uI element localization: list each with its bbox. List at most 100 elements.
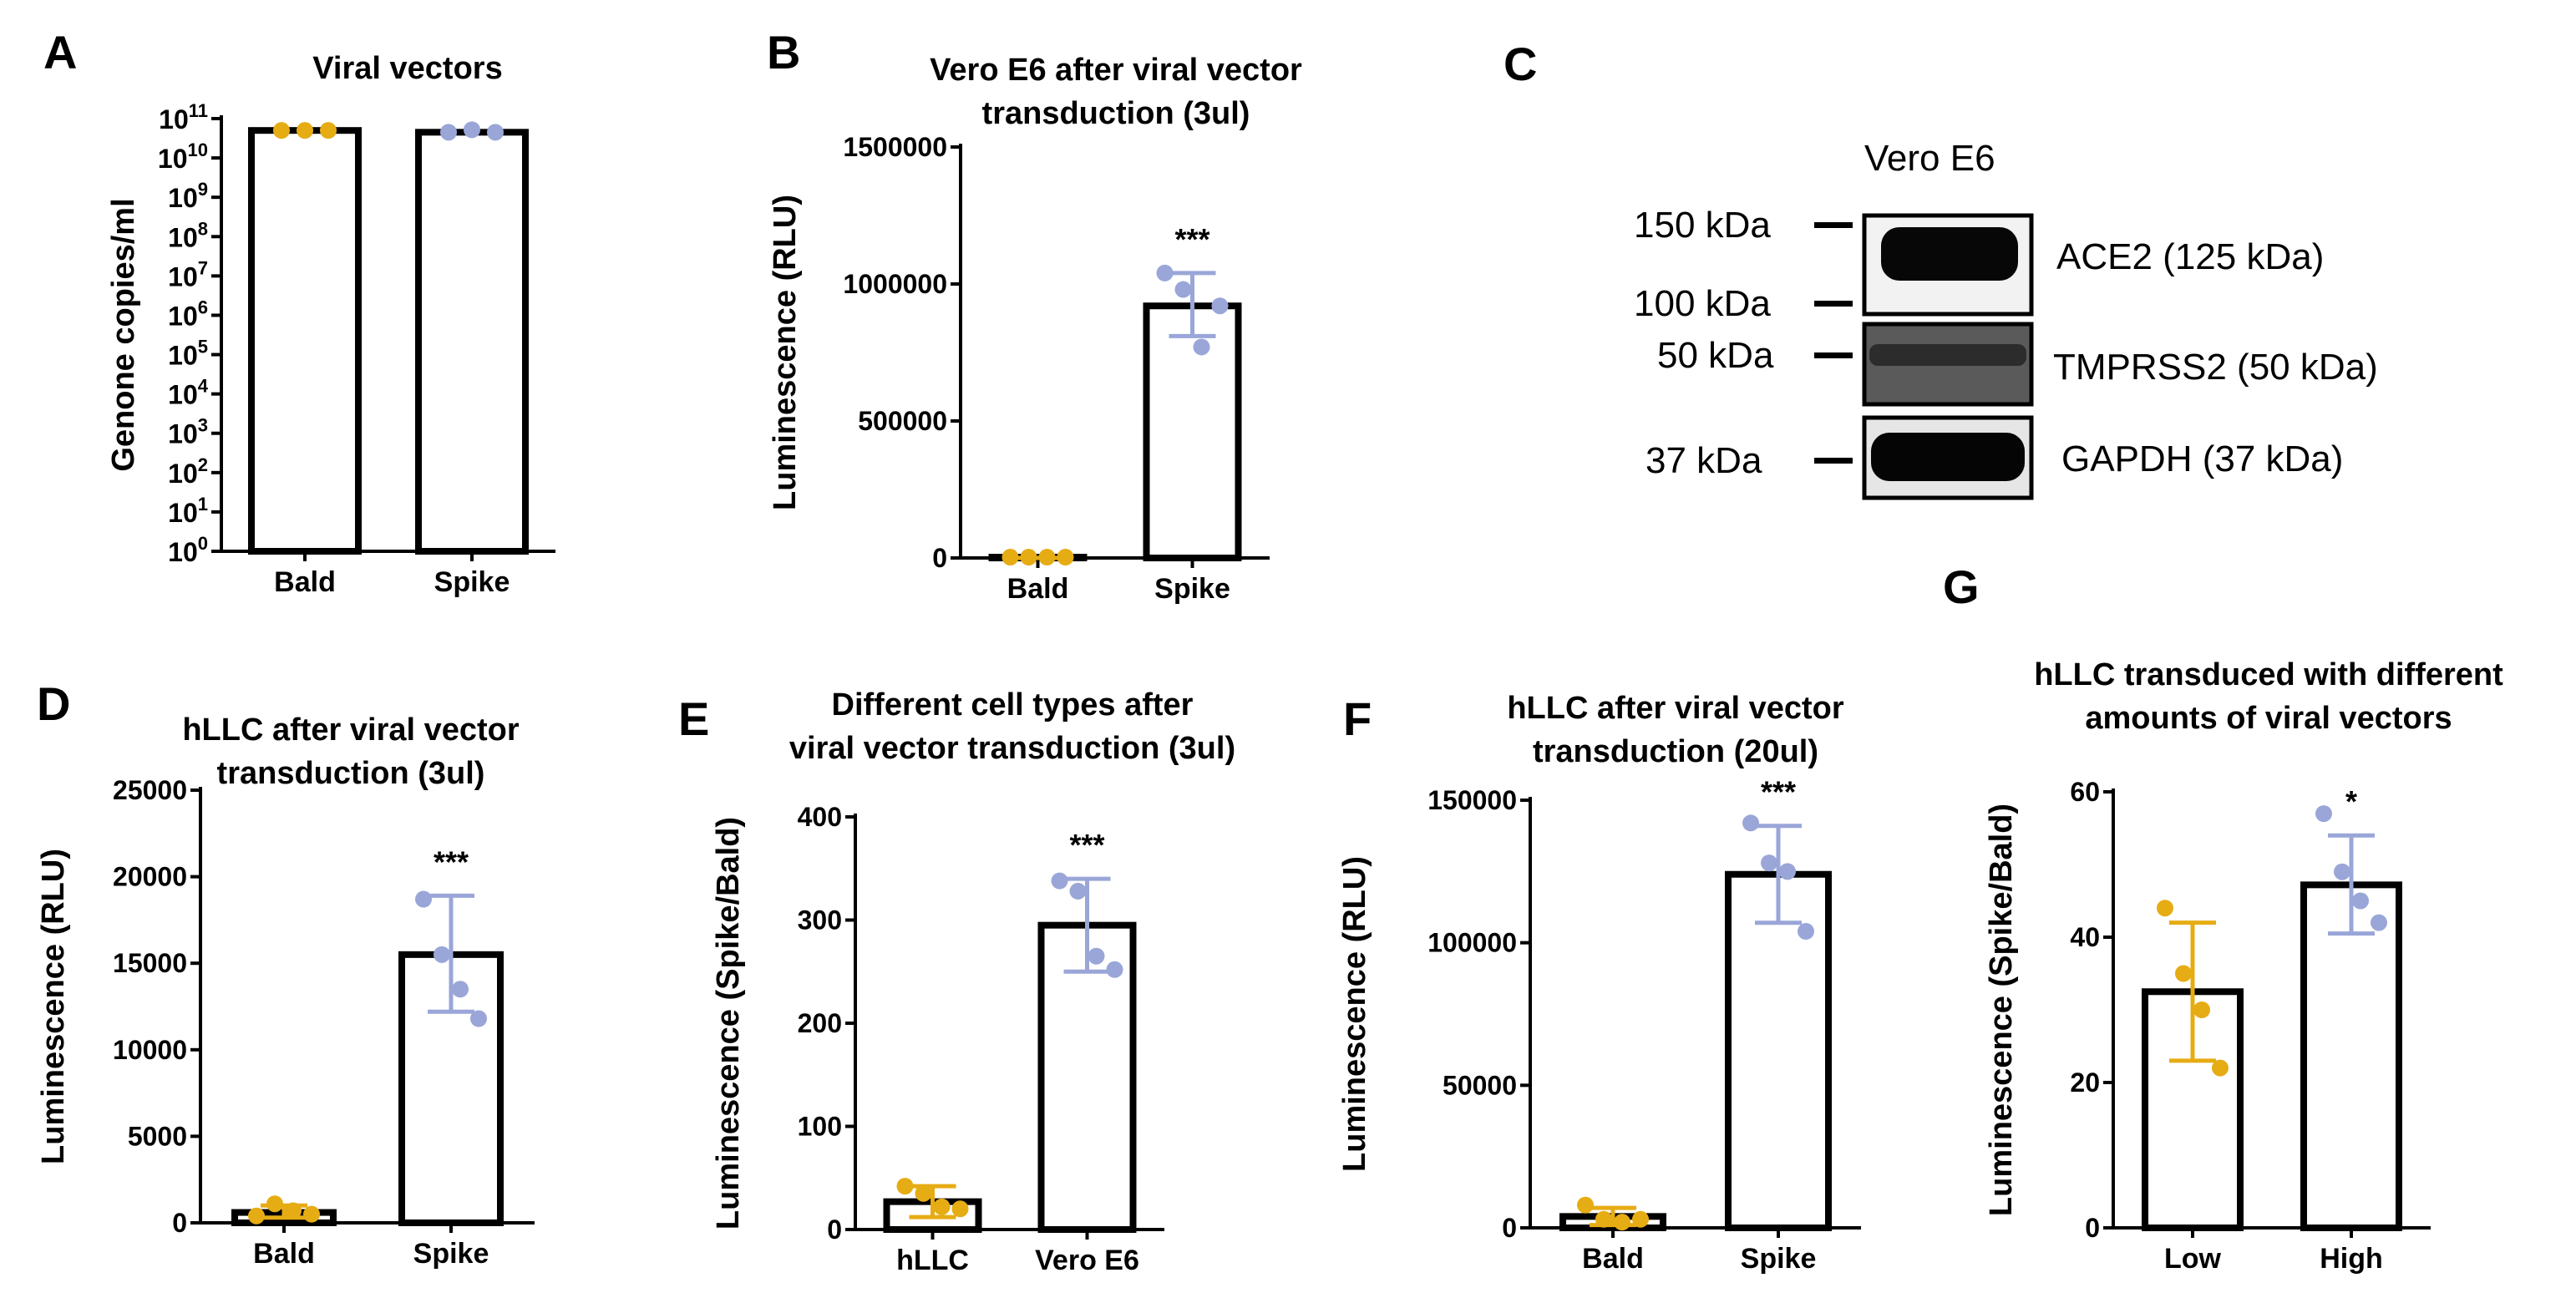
chart-title-line: transduction (3ul) xyxy=(982,96,1250,131)
x-tick-label: Bald xyxy=(1007,573,1069,605)
y-axis-label: Luminescence (RLU) xyxy=(768,195,803,510)
data-point xyxy=(1156,264,1174,281)
data-point xyxy=(434,946,450,963)
chart-title-line: transduction (3ul) xyxy=(217,756,485,791)
y-axis-label: Luminescence (RLU) xyxy=(36,849,71,1164)
x-tick-label: Vero E6 xyxy=(1035,1245,1139,1276)
data-point xyxy=(2315,805,2332,823)
data-point xyxy=(415,890,432,908)
y-tick-label: 1500000 xyxy=(843,132,947,162)
y-tick-label: 109 xyxy=(168,179,208,213)
y-tick-label: 15000 xyxy=(113,948,187,978)
data-point xyxy=(951,1200,969,1218)
significance-marker: *** xyxy=(1174,222,1209,256)
panel-letter-g: G xyxy=(1943,560,1980,613)
x-tick-label: Bald xyxy=(1582,1243,1644,1275)
x-tick-label: Bald xyxy=(253,1238,315,1270)
chart-title-line: hLLC after viral vector xyxy=(182,712,520,748)
data-point xyxy=(440,124,457,141)
marker-100-label: 100 kDa xyxy=(1634,283,1771,324)
panel-letter-b: B xyxy=(767,26,800,79)
marker-150-tick xyxy=(1814,222,1853,228)
significance-marker: *** xyxy=(1761,775,1796,809)
y-tick-label: 300 xyxy=(798,905,842,936)
chart-title-line: hLLC transduced with different xyxy=(2034,657,2503,692)
chart-vero-e6-3ul: Vero E6 after viral vector transduction (… xyxy=(768,53,1302,605)
data-point xyxy=(1069,882,1087,900)
data-point xyxy=(1632,1210,1649,1228)
chart-cell-types: Different cell types after viral vector t… xyxy=(711,687,1235,1276)
panel-letter-f: F xyxy=(1343,692,1372,745)
y-tick-label: 60 xyxy=(2070,777,2100,807)
data-point xyxy=(1211,297,1229,315)
y-tick-label: 0 xyxy=(932,543,947,573)
data-point xyxy=(470,1010,487,1027)
data-point xyxy=(297,122,313,139)
bar-spike xyxy=(1143,302,1242,561)
data-point xyxy=(303,1205,320,1223)
y-tick-label: 102 xyxy=(168,454,208,489)
bar-high xyxy=(2300,881,2402,1231)
y-tick-label: 103 xyxy=(168,415,208,449)
data-point xyxy=(1038,549,1056,566)
y-tick-label: 200 xyxy=(798,1008,842,1038)
y-tick-label: 40 xyxy=(2070,922,2100,952)
data-point xyxy=(1761,854,1777,872)
data-point xyxy=(2352,892,2369,910)
data-point xyxy=(273,122,290,139)
chart-title-line: amounts of viral vectors xyxy=(2085,701,2452,736)
data-point xyxy=(1193,338,1210,356)
chart-title-line: viral vector transduction (3ul) xyxy=(789,731,1235,766)
tmprss2-band xyxy=(1869,344,2026,366)
marker-37-tick xyxy=(1814,458,1853,464)
x-tick-label: hLLC xyxy=(896,1245,969,1276)
chart-hllc-amounts: hLLC transduced with different amounts of… xyxy=(1984,657,2503,1275)
data-point xyxy=(2334,863,2350,880)
y-tick-label: 100 xyxy=(168,533,208,567)
data-point xyxy=(1798,923,1814,941)
significance-marker: *** xyxy=(1069,828,1104,862)
western-blot-panel: Vero E6 150 kDa 100 kDa 50 kDa 37 kDa AC… xyxy=(1634,138,2378,500)
data-point xyxy=(1577,1196,1594,1214)
significance-marker: *** xyxy=(434,844,469,879)
data-point xyxy=(2157,900,2173,917)
data-point xyxy=(896,1178,914,1195)
marker-150-label: 150 kDa xyxy=(1634,205,1771,246)
y-tick-label: 10000 xyxy=(113,1035,187,1065)
chart-title-line: Viral vectors xyxy=(312,51,502,86)
marker-50-tick xyxy=(1814,352,1853,358)
x-tick-label: Spike xyxy=(434,566,510,598)
gapdh-band xyxy=(1871,433,2025,481)
panel-letter-a: A xyxy=(43,26,77,79)
y-tick-label: 106 xyxy=(168,297,208,331)
data-point xyxy=(2175,965,2192,982)
y-axis-label: Luminescence (RLU) xyxy=(1337,856,1372,1172)
y-tick-label: 101 xyxy=(168,494,208,528)
data-point xyxy=(915,1184,932,1202)
y-axis-label: Genone copies/ml xyxy=(106,198,141,471)
data-point xyxy=(1106,961,1123,978)
x-tick-label: Spike xyxy=(1741,1243,1817,1275)
y-axis-label: Luminescence (Spike/Bald) xyxy=(1984,804,2019,1216)
data-point xyxy=(1051,872,1068,890)
data-point xyxy=(2193,1001,2210,1018)
y-tick-label: 20 xyxy=(2070,1067,2100,1098)
data-point xyxy=(1614,1214,1630,1231)
data-point xyxy=(1001,549,1019,566)
y-tick-label: 400 xyxy=(798,802,842,832)
data-point xyxy=(266,1195,283,1213)
data-point xyxy=(1779,863,1796,880)
x-tick-label: Low xyxy=(2164,1243,2222,1275)
data-point xyxy=(1742,814,1759,832)
bar-spike xyxy=(1725,870,1832,1232)
y-tick-label: 5000 xyxy=(128,1121,187,1151)
data-point xyxy=(933,1198,951,1215)
marker-100-tick xyxy=(1814,301,1853,307)
y-tick-label: 104 xyxy=(168,376,209,410)
chart-hllc-20ul: hLLC after viral vector transduction (20u… xyxy=(1337,691,1861,1275)
x-tick-label: Spike xyxy=(413,1238,489,1270)
y-tick-label: 500000 xyxy=(858,406,947,436)
chart-title-line: Vero E6 after viral vector xyxy=(930,53,1302,88)
data-point xyxy=(1057,549,1074,566)
